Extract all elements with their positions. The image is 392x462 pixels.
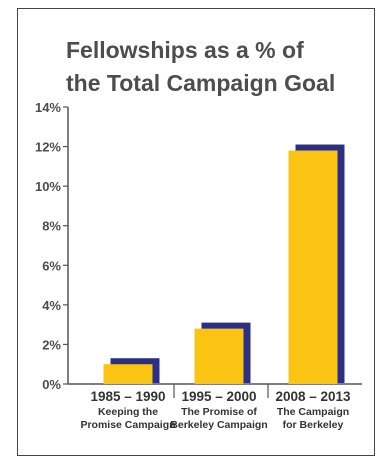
y-tick-label: 8% bbox=[42, 219, 61, 234]
y-tick-label: 4% bbox=[42, 298, 61, 313]
chart-title-line-2: the Total Campaign Goal bbox=[66, 70, 336, 96]
chart-title-line-1: Fellowships as a % of bbox=[66, 37, 304, 63]
y-tick-label: 2% bbox=[42, 337, 61, 352]
bar bbox=[194, 328, 244, 384]
bar bbox=[103, 364, 153, 384]
category-name-line-2: Promise Campaign bbox=[80, 419, 175, 431]
y-tick-label: 12% bbox=[35, 140, 61, 155]
category-years-label: 1985 – 1990 bbox=[90, 389, 165, 404]
category-name-line-1: Keeping the bbox=[98, 406, 158, 418]
category-name-line-1: The Promise of bbox=[181, 406, 257, 418]
category-name-line-1: The Campaign bbox=[277, 406, 349, 418]
bar bbox=[288, 150, 338, 384]
category-years-label: 1995 – 2000 bbox=[181, 389, 256, 404]
y-tick-label: 14% bbox=[35, 100, 61, 115]
category-name-line-2: for Berkeley bbox=[283, 419, 344, 431]
y-tick-label: 0% bbox=[42, 377, 61, 392]
category-years-label: 2008 – 2013 bbox=[275, 389, 351, 404]
y-tick-label: 10% bbox=[35, 179, 61, 194]
y-tick-label: 6% bbox=[42, 258, 61, 273]
category-name-line-2: Berkeley Campaign bbox=[170, 419, 267, 431]
